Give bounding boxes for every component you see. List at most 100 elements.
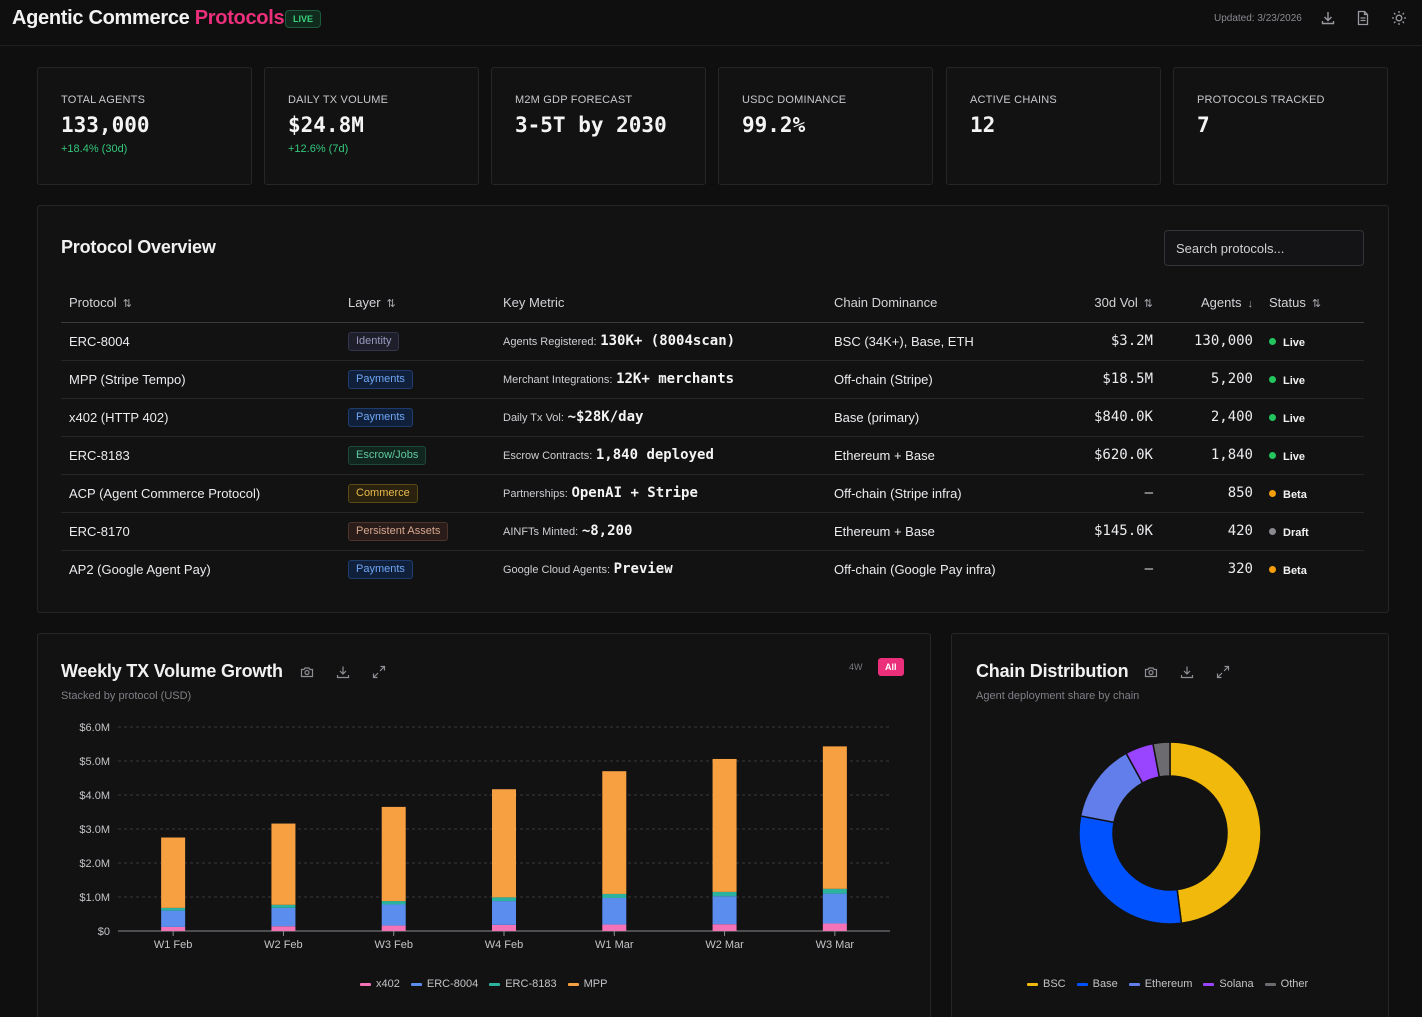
column-header-protocol[interactable]: Protocol ⇅ [61, 283, 340, 323]
legend-swatch [1027, 982, 1038, 986]
layer-badge: Persistent Assets [348, 521, 449, 541]
range-4w-button[interactable]: 4W [849, 662, 863, 672]
bar-segment-erc-8004 [492, 901, 516, 925]
cell-status: Live [1261, 360, 1364, 399]
legend-item[interactable]: MPP [567, 978, 608, 990]
legend-item[interactable]: ERC-8183 [489, 978, 557, 990]
updated-timestamp: Updated: 3/23/2026 [1214, 13, 1302, 24]
bar-segment-mpp [271, 823, 296, 905]
kpi-value: 7 [1197, 113, 1210, 137]
bar-segment-mpp [492, 789, 516, 898]
status-label: Beta [1283, 564, 1307, 577]
kpi-value: $24.8M [288, 113, 364, 137]
kpi-label: M2M GDP FORECAST [515, 94, 633, 106]
sort-icon[interactable]: ⇅ [122, 297, 132, 310]
column-header-agents[interactable]: Agents ↓ [1161, 283, 1261, 323]
app-title-main: Agentic Commerce [12, 7, 190, 29]
sort-icon[interactable]: ⇅ [1143, 297, 1153, 310]
y-tick-label: $2.0M [79, 858, 110, 870]
sort-desc-icon[interactable]: ↓ [1247, 297, 1254, 310]
search-input[interactable] [1164, 230, 1364, 266]
metric-value: 130K+ (8004scan) [600, 333, 736, 349]
download-icon[interactable] [1320, 10, 1336, 26]
donut-slice-base[interactable] [1078, 815, 1183, 925]
table-row[interactable]: ACP (Agent Commerce Protocol) Commerce Par… [61, 474, 1364, 513]
bar-segment-x402 [822, 923, 847, 931]
sort-icon[interactable]: ⇅ [1311, 297, 1322, 310]
legend-item[interactable]: Base [1076, 978, 1118, 990]
table-row[interactable]: MPP (Stripe Tempo) Payments Merchant Integ… [61, 360, 1364, 399]
metric-label: Merchant Integrations: [503, 374, 613, 386]
bar-segment-mpp [602, 771, 627, 894]
camera-icon[interactable] [300, 665, 314, 679]
top-bar: Agentic Commerce Protocols LIVE Updated:… [0, 0, 1422, 46]
legend-label: MPP [583, 978, 608, 990]
column-header-label: Status [1269, 294, 1306, 310]
camera-icon[interactable] [1144, 665, 1158, 679]
download-icon[interactable] [1180, 665, 1194, 679]
metric-value: ~8,200 [581, 523, 633, 539]
legend-item[interactable]: ERC-8004 [410, 978, 478, 990]
expand-icon[interactable] [372, 665, 386, 679]
bar-segment-erc-8183 [381, 901, 406, 905]
bar-segment-erc-8183 [822, 888, 847, 894]
legend-item[interactable]: x402 [360, 978, 400, 990]
legend-label: ERC-8183 [505, 978, 557, 990]
cell-key-metric: Agents Registered: 130K+ (8004scan) [495, 322, 826, 361]
download-icon[interactable] [336, 665, 350, 679]
donut-slice-other[interactable] [1152, 741, 1171, 778]
table-row[interactable]: ERC-8170 Persistent Assets AINFTs Minted: … [61, 512, 1364, 551]
y-tick-label: $5.0M [79, 756, 110, 768]
y-tick-label: $3.0M [79, 824, 110, 836]
legend-swatch [1076, 982, 1088, 986]
metric-value: ~$28K/day [567, 409, 644, 425]
y-tick-label: $4.0M [79, 790, 110, 802]
legend-item[interactable]: BSC [1027, 978, 1066, 990]
bar-segment-erc-8004 [712, 896, 737, 925]
legend-label: Solana [1219, 978, 1254, 990]
cell-chain: Base (primary) [826, 398, 1041, 437]
bar-segment-erc-8183 [492, 897, 516, 902]
cell-agents: 2,400 [1161, 398, 1261, 437]
legend-item[interactable]: Solana [1203, 978, 1254, 990]
cell-key-metric: Daily Tx Vol: ~$28K/day [495, 398, 826, 437]
table-row[interactable]: ERC-8183 Escrow/Jobs Escrow Contracts: 1,8… [61, 436, 1364, 475]
panel-title: Protocol Overview [61, 237, 216, 257]
kpi-delta: +18.4% (30d) [61, 143, 128, 155]
legend-item[interactable]: Ethereum [1128, 978, 1192, 990]
app-title: Agentic Commerce Protocols [12, 7, 285, 30]
bar-segment-erc-8183 [161, 907, 186, 911]
status-dot [1269, 489, 1276, 497]
theme-toggle-icon[interactable] [1391, 10, 1407, 26]
kpi-value: 12 [970, 113, 996, 137]
column-header-status[interactable]: Status ⇅ [1261, 283, 1364, 323]
kpi-label: TOTAL AGENTS [61, 94, 146, 106]
metric-label: Google Cloud Agents: [503, 564, 611, 577]
legend-swatch [1203, 982, 1215, 986]
table-row[interactable]: ERC-8004 Identity Agents Registered: 130K+… [61, 322, 1364, 361]
app-title-accent: Protocols [194, 7, 285, 29]
table-row[interactable]: x402 (HTTP 402) Payments Daily Tx Vol: ~$2… [61, 398, 1364, 437]
sort-icon[interactable]: ⇅ [386, 297, 396, 310]
cell-30d-vol: $18.5M [1041, 360, 1161, 399]
legend-item[interactable]: Other [1264, 978, 1308, 990]
column-header-chain-dominance: Chain Dominance [826, 283, 1041, 323]
kpi-value: 3-5T by 2030 [515, 113, 667, 137]
column-header-30d-vol[interactable]: 30d Vol ⇅ [1041, 283, 1161, 323]
kpi-label: USDC DOMINANCE [742, 94, 847, 106]
bar-segment-mpp [712, 758, 737, 892]
cell-protocol: ERC-8183 [61, 436, 340, 475]
status-label: Draft [1283, 526, 1309, 539]
metric-label: Agents Registered: [503, 336, 597, 348]
document-icon[interactable] [1355, 10, 1371, 26]
bar-segment-erc-8004 [381, 904, 406, 926]
kpi-card-protocols-tracked: PROTOCOLS TRACKED 7 [1173, 67, 1388, 185]
expand-icon[interactable] [1216, 665, 1230, 679]
table-row[interactable]: AP2 (Google Agent Pay) Payments Google Clo… [61, 550, 1364, 588]
status-dot [1269, 413, 1276, 421]
column-header-layer[interactable]: Layer ⇅ [340, 283, 495, 323]
kpi-delta: +12.6% (7d) [288, 143, 349, 155]
range-all-button[interactable]: All [878, 658, 904, 676]
column-header-label: Chain Dominance [834, 294, 938, 310]
donut-slice-bsc[interactable] [1169, 741, 1262, 925]
